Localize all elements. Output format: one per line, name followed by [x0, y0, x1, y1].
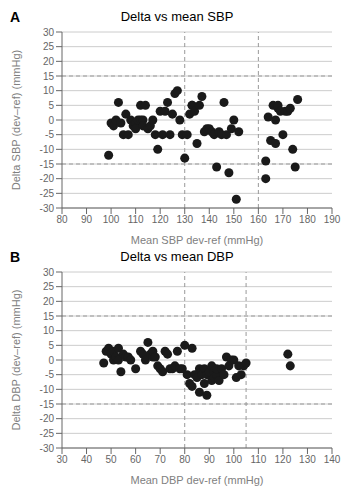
svg-text:170: 170 [275, 214, 292, 225]
svg-text:-15: -15 [40, 399, 55, 410]
svg-text:Delta DBP (dev–ref) (mmHg): Delta DBP (dev–ref) (mmHg) [10, 290, 22, 431]
svg-text:15: 15 [43, 71, 55, 82]
svg-text:140: 140 [324, 454, 341, 465]
svg-text:-10: -10 [40, 384, 55, 395]
svg-text:Delta SBP (dev–ref) (mmHg): Delta SBP (dev–ref) (mmHg) [10, 50, 22, 190]
svg-text:30: 30 [56, 454, 68, 465]
svg-text:-5: -5 [45, 369, 54, 380]
svg-text:190: 190 [324, 214, 341, 225]
svg-text:-15: -15 [40, 159, 55, 170]
svg-text:20: 20 [43, 56, 55, 67]
html-text:Delta vs mean SBP: Delta vs mean SBP [120, 9, 234, 24]
svg-text:30: 30 [43, 267, 55, 278]
svg-text:80: 80 [56, 214, 68, 225]
svg-text:120: 120 [275, 454, 292, 465]
svg-text:90: 90 [204, 454, 216, 465]
svg-text:5: 5 [48, 340, 54, 351]
svg-text:30: 30 [43, 27, 55, 38]
svg-text:100: 100 [225, 454, 242, 465]
svg-text:130: 130 [176, 214, 193, 225]
svg-text:130: 130 [299, 454, 316, 465]
svg-text:20: 20 [43, 296, 55, 307]
svg-text:-25: -25 [40, 428, 55, 439]
svg-text:Mean DBP dev-ref (mmHg): Mean DBP dev-ref (mmHg) [130, 474, 263, 486]
svg-text:110: 110 [250, 454, 266, 465]
svg-text:0: 0 [48, 355, 54, 366]
html-text:A: A [10, 9, 21, 25]
html-text:B: B [10, 249, 21, 265]
svg-text:-25: -25 [40, 188, 55, 199]
svg-text:25: 25 [43, 281, 55, 292]
html-text:Delta vs mean DBP: Delta vs mean DBP [120, 249, 234, 264]
svg-text:90: 90 [81, 214, 93, 225]
svg-text:-30: -30 [40, 443, 55, 454]
svg-text:70: 70 [155, 454, 167, 465]
svg-text:-20: -20 [40, 413, 55, 424]
svg-text:0: 0 [48, 115, 54, 126]
svg-text:150: 150 [225, 214, 242, 225]
svg-text:15: 15 [43, 311, 55, 322]
svg-text:Mean SBP dev-ref (mmHg): Mean SBP dev-ref (mmHg) [131, 234, 263, 246]
svg-text:25: 25 [43, 41, 55, 52]
svg-text:-10: -10 [40, 144, 55, 155]
svg-text:50: 50 [106, 454, 118, 465]
svg-text:5: 5 [48, 100, 54, 111]
svg-text:10: 10 [43, 325, 55, 336]
svg-text:180: 180 [299, 214, 316, 225]
svg-text:120: 120 [152, 214, 169, 225]
svg-text:100: 100 [103, 214, 120, 225]
svg-text:60: 60 [130, 454, 142, 465]
svg-text:-30: -30 [40, 203, 55, 214]
svg-text:40: 40 [81, 454, 93, 465]
svg-text:-5: -5 [45, 129, 54, 140]
svg-text:140: 140 [201, 214, 218, 225]
svg-text:10: 10 [43, 85, 55, 96]
svg-text:-20: -20 [40, 173, 55, 184]
svg-text:110: 110 [128, 214, 144, 225]
svg-text:80: 80 [179, 454, 191, 465]
svg-text:160: 160 [250, 214, 267, 225]
